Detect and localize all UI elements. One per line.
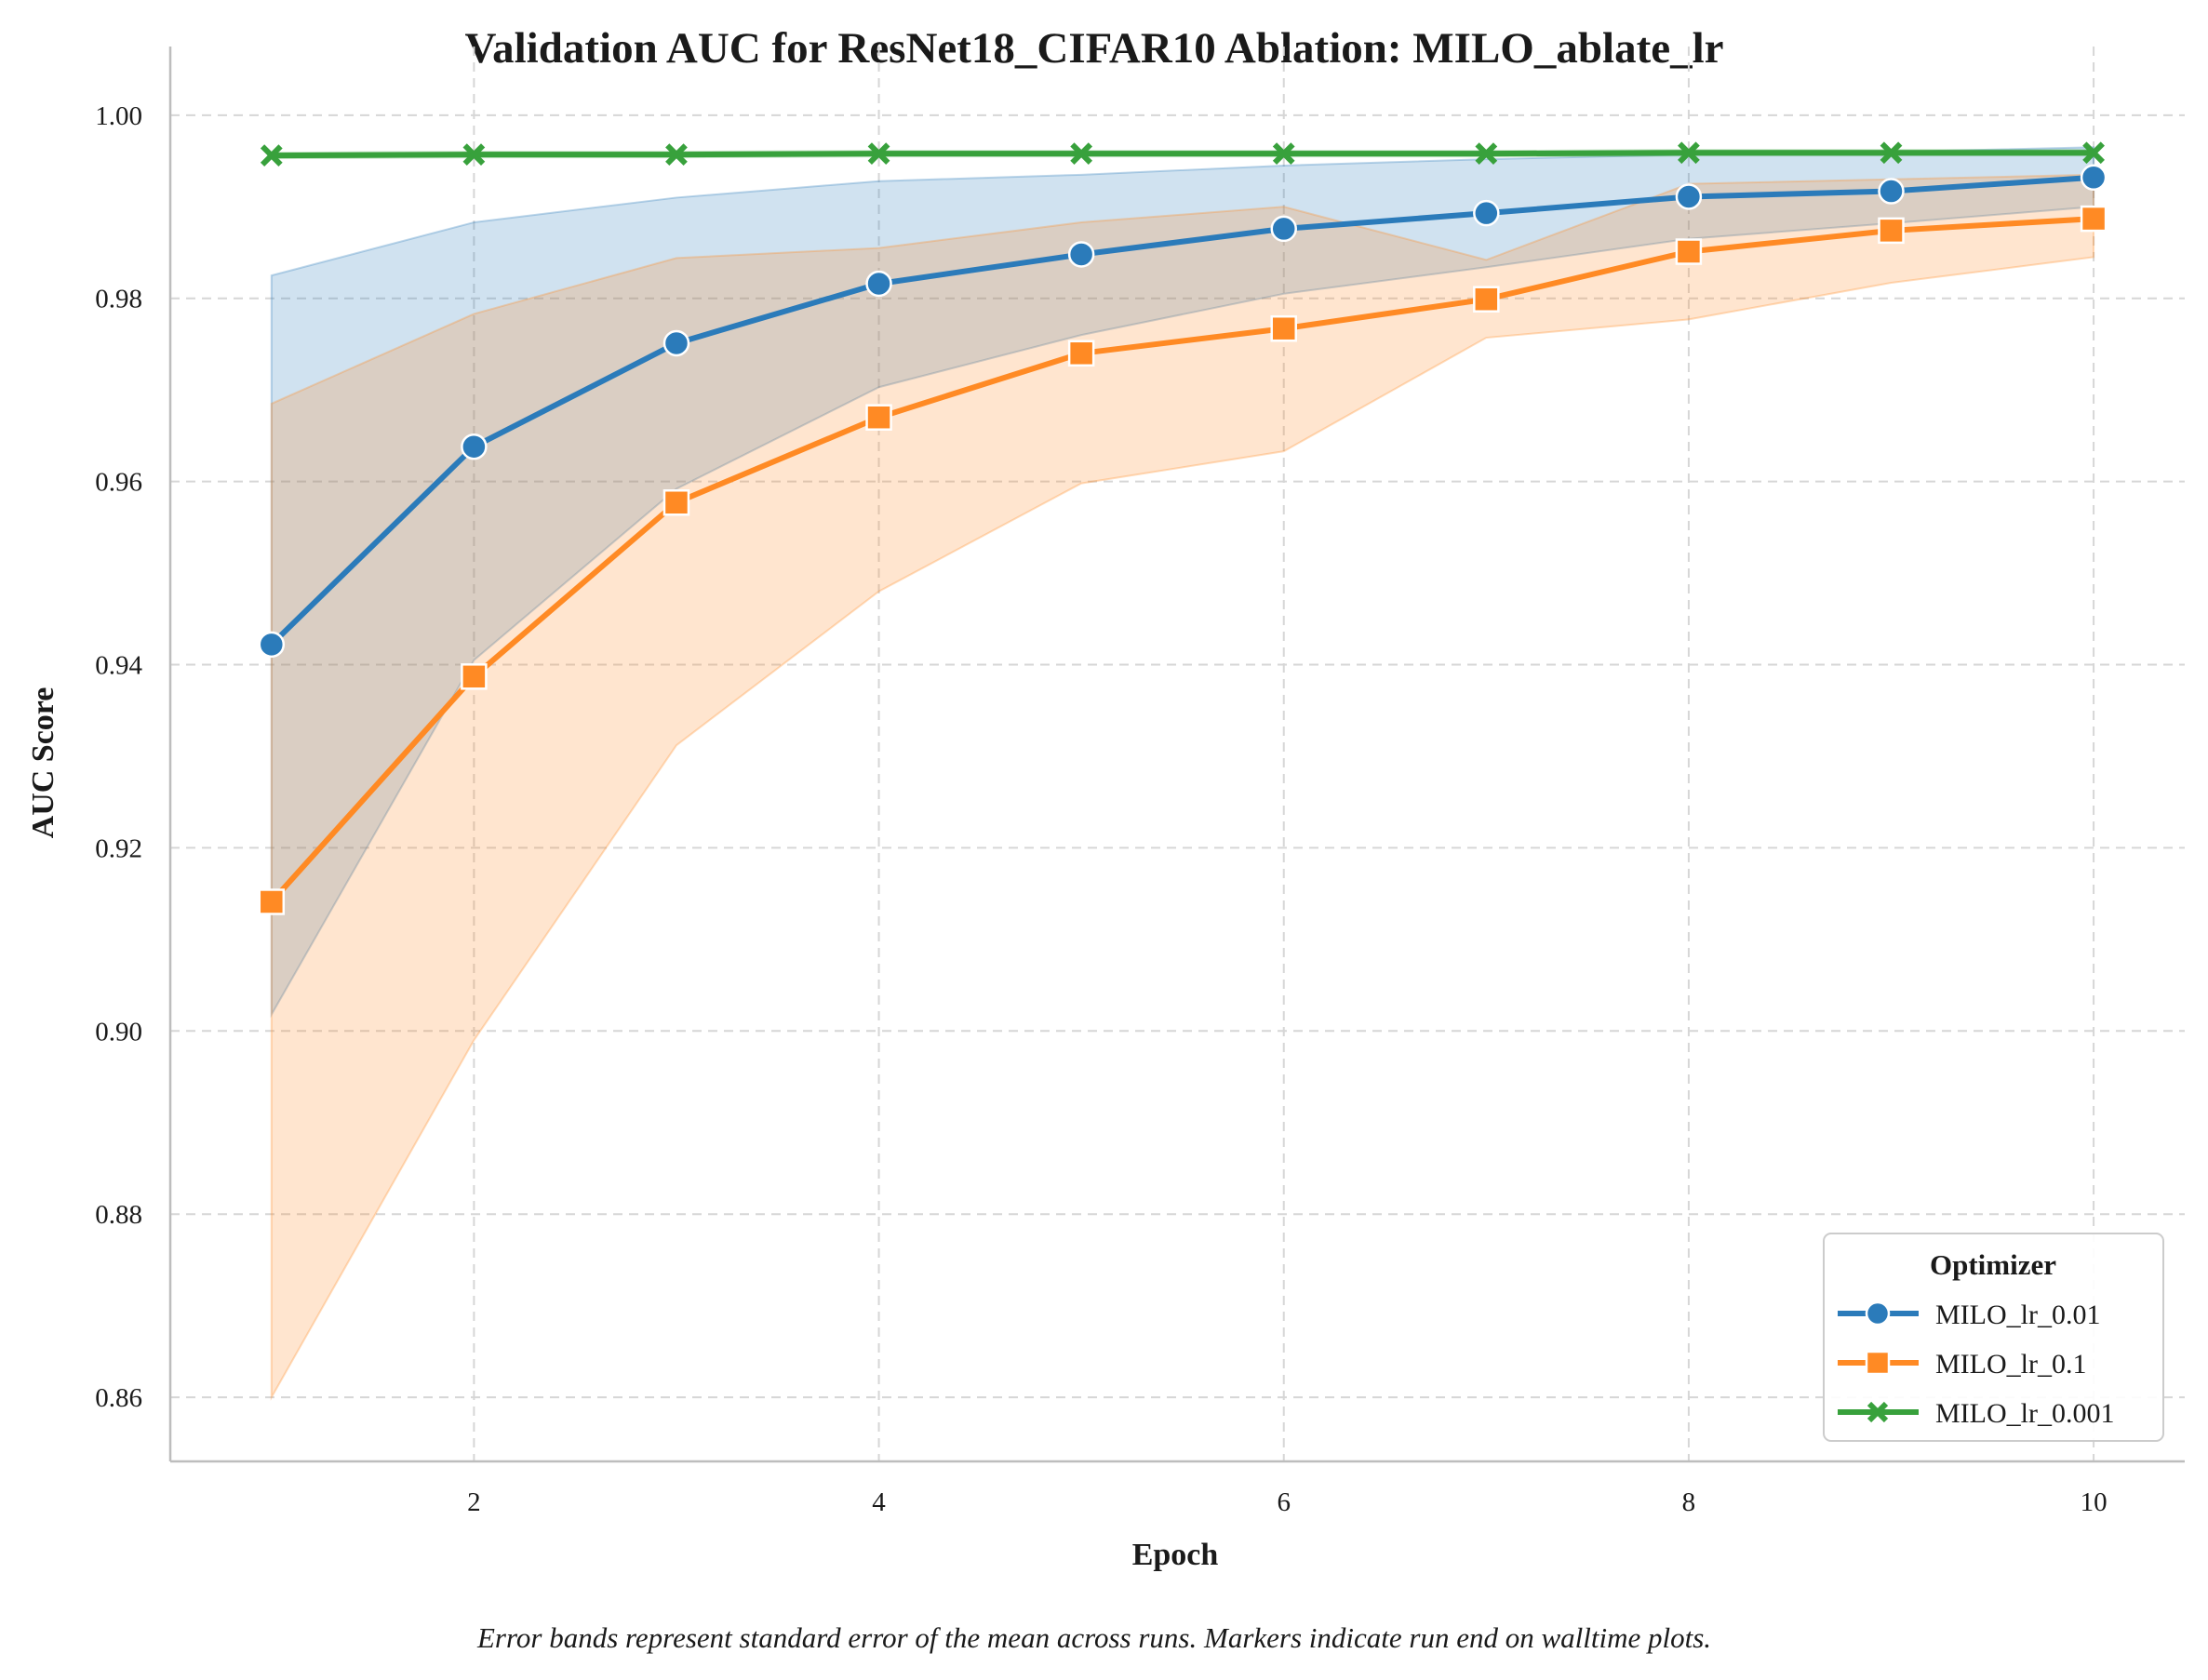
data-point-marker (1865, 1350, 1891, 1376)
data-point-marker (258, 888, 286, 915)
data-point-marker (1270, 215, 1297, 243)
data-point-marker (867, 142, 890, 166)
data-point-marker (1867, 1401, 1889, 1423)
legend-item-milo-lr-0-01: MILO_lr_0.01 (1838, 1300, 2100, 1330)
data-point-marker (1878, 178, 1905, 205)
legend-item-milo-lr-0-001: MILO_lr_0.001 (1838, 1398, 2114, 1429)
legend-item-milo-lr-0-1: MILO_lr_0.1 (1838, 1349, 2086, 1380)
data-point-marker (662, 329, 690, 357)
data-point-marker (2082, 141, 2105, 165)
data-point-marker (1270, 314, 1297, 342)
y-tick-label: 0.88 (95, 1200, 142, 1230)
data-point-marker (462, 143, 486, 167)
y-tick-label: 0.90 (95, 1017, 142, 1047)
y-tick-label: 0.98 (95, 285, 142, 314)
x-tick-label: 4 (872, 1487, 886, 1517)
series-line-milo-lr-0-001 (268, 150, 2097, 159)
x-tick-label: 6 (1277, 1487, 1291, 1517)
data-point-marker (1473, 199, 1500, 227)
x-axis-label: Epoch (1132, 1538, 1219, 1572)
legend-box (1823, 1233, 2164, 1442)
data-point-marker (2080, 205, 2108, 233)
legend-label: MILO_lr_0.01 (1935, 1300, 2100, 1330)
series-lines (268, 150, 2097, 905)
data-point-marker (865, 270, 892, 298)
data-point-marker (1675, 183, 1703, 210)
series-markers (258, 141, 2108, 915)
x-tick-label: 10 (2081, 1487, 2108, 1517)
y-tick-label: 0.92 (95, 833, 142, 863)
legend: Optimizer MILO_lr_0.01MILO_lr_0.1MILO_lr… (1823, 1233, 2164, 1442)
data-point-marker (461, 433, 488, 460)
y-tick-label: 0.94 (95, 651, 142, 681)
error-bands (270, 146, 2095, 1401)
data-point-marker (1067, 340, 1095, 367)
data-point-marker (461, 663, 488, 690)
grid (170, 47, 2185, 1461)
data-point-marker (258, 631, 286, 659)
y-tick-label: 1.00 (95, 101, 142, 131)
data-point-marker (662, 489, 690, 516)
tick-labels: 0.86 0.88 0.90 0.92 0.94 0.96 0.98 1.00 2 4 6 8 10 (95, 101, 2107, 1517)
data-point-marker (260, 144, 283, 167)
data-point-marker (665, 143, 688, 167)
chart-title: Validation AUC for ResNet18_CIFAR10 Abla… (465, 24, 1724, 73)
data-point-marker (1473, 286, 1500, 313)
data-point-marker (865, 404, 892, 431)
chart-caption: Error bands represent standard error of … (476, 1621, 1711, 1654)
data-point-marker (1272, 142, 1295, 166)
legend-title: Optimizer (1930, 1248, 2056, 1281)
data-point-marker (1675, 238, 1703, 265)
y-axis-label: AUC Score (26, 687, 60, 839)
y-tick-label: 0.96 (95, 468, 142, 498)
y-tick-label: 0.86 (95, 1383, 142, 1413)
data-point-marker (1070, 142, 1093, 166)
data-point-marker (2080, 164, 2108, 192)
data-point-marker (1880, 141, 1903, 165)
x-tick-label: 8 (1682, 1487, 1696, 1517)
data-point-marker (1475, 142, 1498, 166)
legend-label: MILO_lr_0.001 (1935, 1398, 2114, 1429)
data-point-marker (1865, 1300, 1891, 1327)
series-line-milo-lr-0-1 (268, 216, 2097, 905)
data-point-marker (1878, 217, 1905, 245)
legend-label: MILO_lr_0.1 (1935, 1349, 2086, 1380)
x-tick-label: 2 (467, 1487, 481, 1517)
legend-entries: MILO_lr_0.01 MILO_lr_0.1 MILO_lr_0.001 (1838, 1300, 2114, 1429)
data-point-marker (1678, 141, 1700, 165)
series-line-milo-lr-0-01 (268, 174, 2097, 647)
data-point-marker (1067, 241, 1095, 268)
